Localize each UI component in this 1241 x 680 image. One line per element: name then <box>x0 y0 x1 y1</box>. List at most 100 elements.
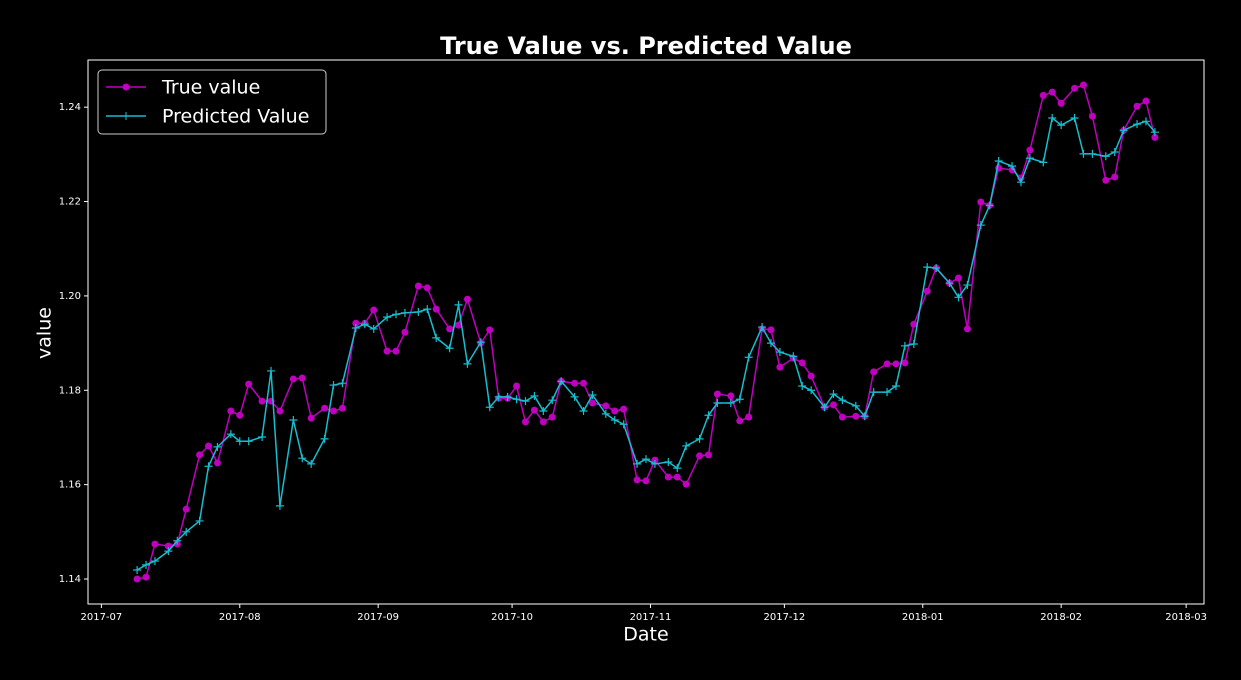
point <box>236 411 244 419</box>
point <box>682 441 691 450</box>
series-line <box>136 116 1156 571</box>
point <box>432 305 440 313</box>
point <box>588 399 596 407</box>
point <box>901 359 909 367</box>
point <box>1110 148 1119 157</box>
series-line <box>136 84 1156 580</box>
point <box>494 392 503 401</box>
point <box>360 320 369 329</box>
point <box>883 360 891 368</box>
point <box>1039 91 1047 99</box>
point <box>338 379 347 388</box>
point <box>321 404 329 412</box>
point <box>142 573 150 581</box>
point <box>1016 178 1025 187</box>
point <box>485 403 494 412</box>
point <box>352 319 360 327</box>
point <box>977 198 985 206</box>
point <box>258 432 267 441</box>
point <box>1039 158 1048 167</box>
point <box>633 476 641 484</box>
point <box>696 452 704 460</box>
point <box>883 388 892 397</box>
legend-label: Predicted Value <box>162 106 309 128</box>
point <box>758 323 767 332</box>
point <box>682 480 690 488</box>
point <box>891 382 900 391</box>
point <box>392 310 401 319</box>
point <box>954 274 962 282</box>
point <box>133 575 141 583</box>
point <box>932 264 941 273</box>
point <box>571 379 579 387</box>
point <box>664 473 672 481</box>
point <box>1071 84 1079 92</box>
point <box>289 375 297 383</box>
y-tick-label: 1.18 <box>59 385 81 396</box>
point <box>245 380 253 388</box>
point <box>789 352 798 361</box>
x-tick-label: 2017-11 <box>630 612 672 623</box>
point <box>1048 88 1056 96</box>
point <box>735 395 744 404</box>
point <box>196 451 204 459</box>
point <box>455 321 463 329</box>
point <box>610 415 619 424</box>
point <box>776 363 784 371</box>
point <box>870 368 878 376</box>
y-tick-label: 1.24 <box>59 102 81 113</box>
point <box>330 407 338 415</box>
point <box>767 326 775 334</box>
point <box>205 442 213 450</box>
point <box>513 382 521 390</box>
point <box>463 295 471 303</box>
point <box>204 462 213 471</box>
point <box>370 306 378 314</box>
y-tick-label: 1.22 <box>59 197 81 208</box>
point <box>664 457 673 466</box>
point <box>727 392 735 400</box>
point <box>521 397 530 406</box>
point <box>713 399 722 408</box>
point <box>642 455 650 464</box>
point <box>619 420 628 429</box>
point <box>985 201 994 210</box>
point <box>650 459 659 468</box>
x-tick-label: 2017-10 <box>491 612 533 623</box>
point <box>401 328 409 336</box>
point <box>807 372 815 380</box>
x-axis-label: Date <box>623 624 668 646</box>
point <box>838 413 846 421</box>
point <box>1142 97 1150 105</box>
point <box>909 340 918 349</box>
point <box>548 396 557 405</box>
point <box>445 344 454 353</box>
point <box>633 459 642 468</box>
point <box>570 392 579 401</box>
point <box>539 418 547 426</box>
point <box>963 281 972 290</box>
point <box>539 407 548 416</box>
x-tick-label: 2018-02 <box>1040 612 1082 623</box>
point <box>579 407 588 416</box>
point <box>329 381 338 390</box>
point <box>704 411 713 420</box>
point <box>829 390 838 399</box>
point <box>910 320 918 328</box>
point <box>745 413 753 421</box>
point <box>1133 120 1142 129</box>
point <box>423 305 432 314</box>
point <box>860 412 869 421</box>
point <box>829 401 837 409</box>
point <box>414 282 422 290</box>
point <box>213 459 221 467</box>
point <box>798 382 807 391</box>
point <box>1025 154 1034 163</box>
point <box>695 434 704 443</box>
point <box>713 390 721 398</box>
point <box>1026 146 1034 154</box>
point <box>945 279 954 288</box>
point <box>369 324 378 333</box>
point <box>182 505 190 513</box>
